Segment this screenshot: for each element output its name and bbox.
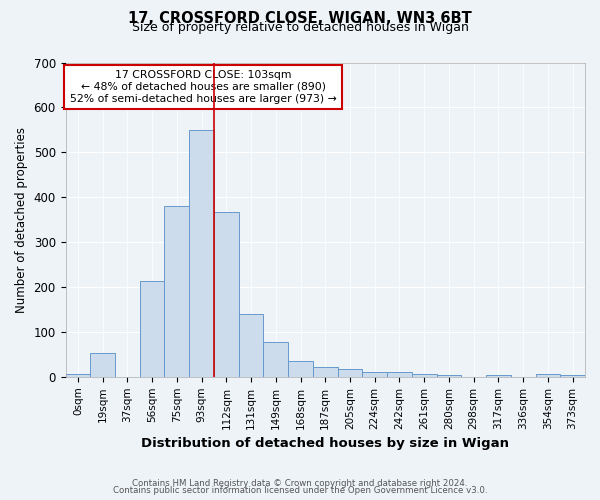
Bar — [338, 369, 362, 377]
Y-axis label: Number of detached properties: Number of detached properties — [15, 126, 28, 312]
Bar — [214, 212, 239, 377]
Bar — [263, 342, 288, 377]
Text: Size of property relative to detached houses in Wigan: Size of property relative to detached ho… — [131, 22, 469, 35]
Bar — [486, 376, 511, 377]
X-axis label: Distribution of detached houses by size in Wigan: Distribution of detached houses by size … — [141, 437, 509, 450]
Text: 17, CROSSFORD CLOSE, WIGAN, WN3 6BT: 17, CROSSFORD CLOSE, WIGAN, WN3 6BT — [128, 11, 472, 26]
Text: Contains HM Land Registry data © Crown copyright and database right 2024.: Contains HM Land Registry data © Crown c… — [132, 478, 468, 488]
Bar — [362, 372, 387, 377]
Bar — [65, 374, 90, 377]
Bar — [536, 374, 560, 377]
Bar — [239, 314, 263, 377]
Bar — [560, 374, 585, 377]
Text: Contains public sector information licensed under the Open Government Licence v3: Contains public sector information licen… — [113, 486, 487, 495]
Bar — [90, 353, 115, 377]
Bar — [140, 281, 164, 377]
Text: 17 CROSSFORD CLOSE: 103sqm
← 48% of detached houses are smaller (890)
52% of sem: 17 CROSSFORD CLOSE: 103sqm ← 48% of deta… — [70, 70, 337, 104]
Bar — [437, 374, 461, 377]
Bar — [189, 130, 214, 377]
Bar — [164, 206, 189, 377]
Bar — [288, 361, 313, 377]
Bar — [412, 374, 437, 377]
Bar — [313, 367, 338, 377]
Bar — [387, 372, 412, 377]
